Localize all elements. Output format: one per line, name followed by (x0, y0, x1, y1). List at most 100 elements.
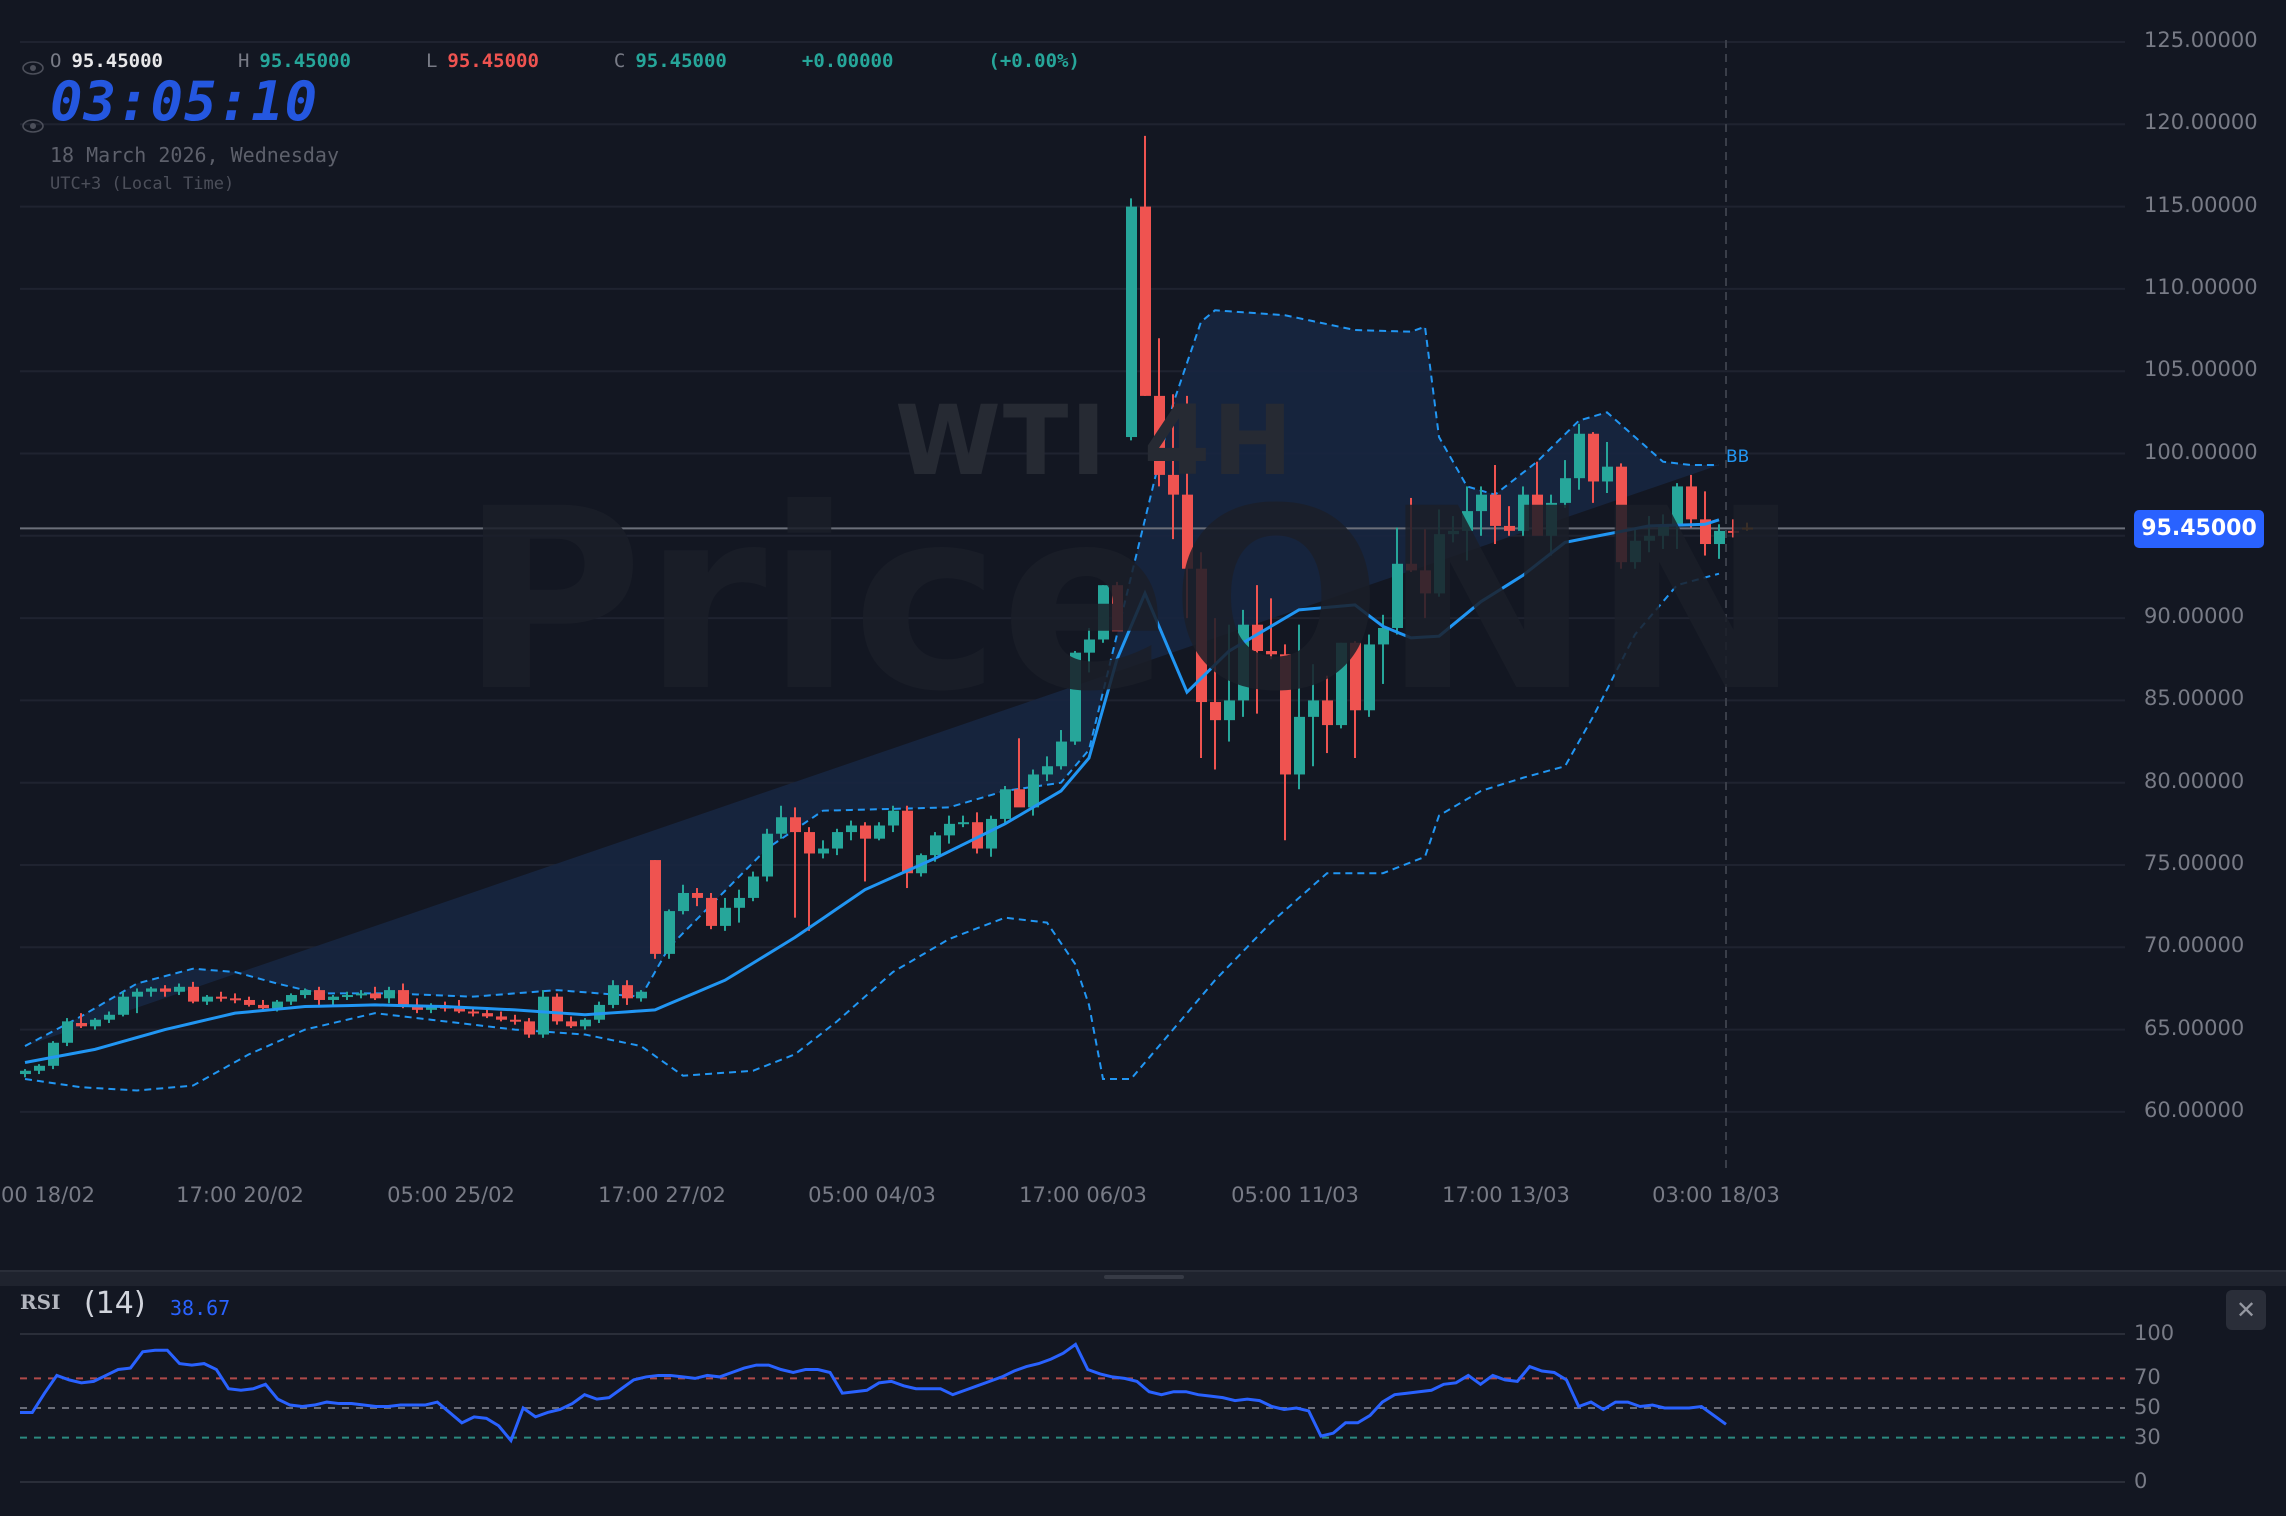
candle[interactable] (1742, 522, 1753, 531)
candle[interactable] (538, 990, 549, 1038)
candle[interactable] (76, 1013, 87, 1028)
candle[interactable] (1728, 519, 1739, 538)
candle[interactable] (286, 993, 297, 1005)
candle[interactable] (1532, 461, 1543, 536)
candle[interactable] (1504, 506, 1515, 536)
candle[interactable] (1280, 644, 1291, 841)
candle[interactable] (1630, 527, 1641, 569)
candle[interactable] (1182, 395, 1193, 619)
candle[interactable] (1574, 423, 1585, 490)
candle[interactable] (1154, 338, 1165, 487)
candle[interactable] (1000, 785, 1011, 824)
candle[interactable] (1672, 483, 1683, 549)
candle[interactable] (972, 812, 983, 854)
candle[interactable] (566, 1016, 577, 1028)
candle[interactable] (524, 1018, 535, 1038)
candle[interactable] (1056, 730, 1067, 770)
candle[interactable] (202, 995, 213, 1005)
candle[interactable] (874, 822, 885, 841)
candle[interactable] (328, 995, 339, 1005)
candle[interactable] (776, 805, 787, 839)
candle[interactable] (160, 985, 171, 997)
candle[interactable] (1406, 497, 1417, 573)
candle[interactable] (832, 828, 843, 856)
candle[interactable] (342, 991, 353, 1000)
candle[interactable] (1686, 474, 1697, 528)
candle[interactable] (258, 999, 269, 1010)
candle[interactable] (1196, 552, 1207, 759)
candle[interactable] (734, 889, 745, 923)
candle[interactable] (860, 822, 871, 882)
candle[interactable] (1308, 664, 1319, 767)
candle[interactable] (748, 871, 759, 902)
candle[interactable] (1644, 516, 1655, 553)
candle[interactable] (762, 828, 773, 882)
resize-handle[interactable] (1104, 1275, 1184, 1279)
candle[interactable] (146, 986, 157, 997)
candle[interactable] (118, 991, 129, 1017)
candle[interactable] (706, 892, 717, 930)
candle[interactable] (1462, 486, 1473, 561)
candle[interactable] (1224, 624, 1235, 742)
candle[interactable] (496, 1011, 507, 1022)
candle[interactable] (818, 840, 829, 859)
candle[interactable] (622, 980, 633, 1005)
candle[interactable] (1518, 486, 1529, 536)
candle[interactable] (1616, 463, 1627, 569)
candle[interactable] (608, 980, 619, 1009)
candle[interactable] (1112, 581, 1123, 632)
candle[interactable] (1490, 465, 1501, 545)
bb-indicator-label[interactable]: BB (1726, 447, 1750, 467)
candle[interactable] (356, 990, 367, 999)
candle[interactable] (132, 988, 143, 1014)
candle[interactable] (902, 805, 913, 889)
candle[interactable] (48, 1041, 59, 1070)
candle[interactable] (720, 897, 731, 931)
candle[interactable] (1546, 494, 1557, 556)
candle[interactable] (552, 993, 563, 1025)
candle[interactable] (104, 1011, 115, 1024)
close-rsi-button[interactable]: ✕ (2226, 1290, 2266, 1330)
candle[interactable] (300, 988, 311, 999)
candle[interactable] (1476, 486, 1487, 536)
candle[interactable] (1602, 441, 1613, 494)
candle[interactable] (1042, 756, 1053, 782)
candle[interactable] (1560, 460, 1571, 508)
candle[interactable] (1420, 529, 1431, 619)
candle[interactable] (664, 909, 675, 959)
candle[interactable] (1210, 618, 1221, 770)
candle[interactable] (1434, 509, 1445, 597)
candle[interactable] (1126, 198, 1137, 441)
candle[interactable] (230, 993, 241, 1004)
candle[interactable] (1014, 738, 1025, 808)
candle[interactable] (1448, 516, 1459, 543)
candle[interactable] (580, 1018, 591, 1030)
candle[interactable] (1336, 642, 1347, 729)
candle[interactable] (1294, 624, 1305, 790)
candle[interactable] (1238, 609, 1249, 717)
eye-icon[interactable] (22, 118, 44, 133)
candle[interactable] (62, 1018, 73, 1047)
candle[interactable] (986, 815, 997, 857)
candle[interactable] (1252, 585, 1263, 714)
candle[interactable] (34, 1064, 45, 1075)
candle[interactable] (846, 820, 857, 841)
candle[interactable] (510, 1014, 521, 1025)
candle[interactable] (174, 983, 185, 996)
candle[interactable] (804, 827, 815, 931)
eye-icon[interactable] (22, 60, 44, 75)
candle[interactable] (90, 1018, 101, 1030)
candle[interactable] (1140, 135, 1151, 396)
candle[interactable] (944, 815, 955, 844)
candle[interactable] (1322, 675, 1333, 754)
candle[interactable] (1350, 641, 1361, 759)
candle[interactable] (1364, 634, 1375, 717)
candle[interactable] (1084, 627, 1095, 673)
candle[interactable] (20, 1069, 31, 1078)
candle[interactable] (1266, 598, 1277, 660)
candle[interactable] (1714, 524, 1725, 559)
candle[interactable] (314, 986, 325, 1005)
candle[interactable] (1392, 527, 1403, 635)
candle[interactable] (650, 860, 661, 959)
